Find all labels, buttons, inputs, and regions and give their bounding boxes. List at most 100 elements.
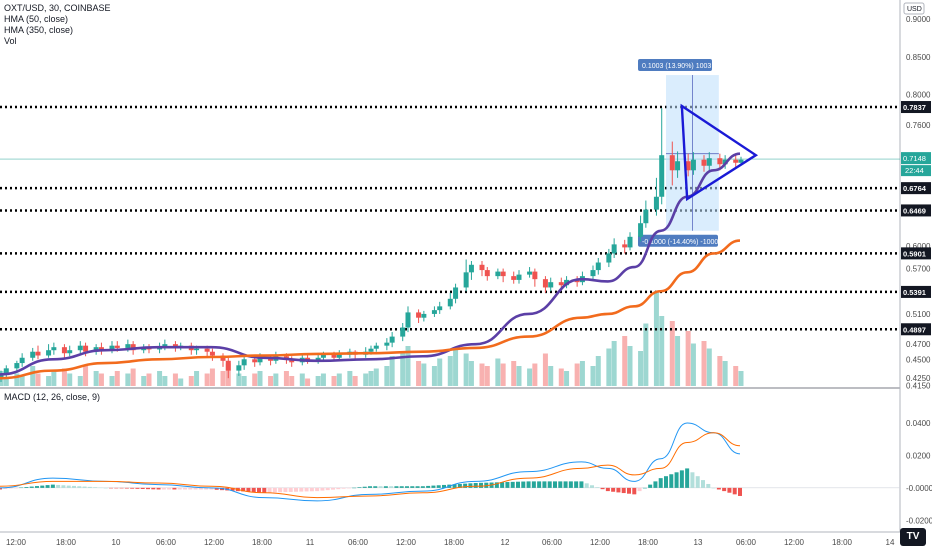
- candle-down: [701, 159, 707, 166]
- volume-bar: [320, 373, 326, 386]
- candle-down: [669, 155, 675, 171]
- macd-histogram-bar: [574, 481, 579, 488]
- macd-histogram-bar: [590, 485, 594, 488]
- volume-bar: [500, 363, 506, 386]
- macd-histogram-bar: [658, 478, 663, 488]
- volume-bar: [363, 373, 369, 386]
- volume-bar: [51, 371, 57, 386]
- volume-bar: [331, 376, 337, 386]
- measure-up-badge: [638, 59, 712, 72]
- macd-histogram-bar: [177, 487, 182, 490]
- macd-histogram-bar: [616, 487, 621, 493]
- time-tick-label: 10: [112, 538, 121, 547]
- macd-histogram-bar: [410, 486, 415, 488]
- macd-histogram-bar: [56, 484, 61, 488]
- candle-up: [595, 262, 601, 271]
- macd-histogram-bar: [325, 487, 330, 491]
- level-price-badge: [901, 204, 931, 217]
- macd-histogram-bar: [452, 484, 457, 488]
- candle-down: [130, 344, 136, 351]
- volume-bar: [347, 371, 353, 386]
- volume-bar: [579, 361, 585, 386]
- volume-bar: [595, 356, 601, 386]
- candle-down: [416, 312, 422, 318]
- macd-histogram-bar: [426, 485, 431, 488]
- volume-bar: [209, 368, 215, 386]
- volume-bar: [685, 331, 691, 386]
- volume-bar: [352, 376, 358, 386]
- volume-bar: [172, 373, 178, 386]
- macd-histogram-bar: [315, 487, 320, 492]
- macd-histogram-bar: [331, 487, 335, 490]
- macd-histogram-bar: [568, 481, 573, 488]
- volume-bar: [305, 378, 311, 386]
- candle-up: [93, 347, 99, 352]
- macd-histogram-bar: [553, 481, 557, 488]
- candle-up: [384, 342, 390, 346]
- macd-histogram-bar: [288, 487, 293, 492]
- macd-histogram-bar: [82, 486, 87, 488]
- volume-bar: [437, 358, 443, 386]
- indicator-hma350[interactable]: HMA (350, close): [4, 25, 74, 35]
- volume-bar: [109, 376, 115, 386]
- volume-bar: [3, 378, 9, 386]
- candle-up: [606, 253, 612, 263]
- candle-down: [209, 351, 215, 356]
- measure-down-badge: [638, 234, 718, 247]
- macd-histogram-bar: [600, 487, 605, 490]
- price-tick-label: 0.9000: [906, 15, 931, 24]
- volume-bar: [14, 373, 20, 386]
- volume-bar: [653, 291, 659, 386]
- price-tick-label: 0.8500: [906, 53, 931, 62]
- candle-up: [643, 209, 649, 224]
- macd-histogram-bar: [109, 487, 113, 489]
- countdown-label: 22:44: [905, 166, 924, 175]
- time-tick-label: 06:00: [156, 538, 177, 547]
- chart-legend: OXT/USD, 30, COINBASE HMA (50, close) HM…: [4, 3, 111, 47]
- volume-bar: [194, 371, 200, 386]
- macd-histogram-bar: [204, 487, 209, 490]
- candle-up: [389, 336, 395, 343]
- candle-up: [453, 287, 459, 299]
- candle-up: [320, 354, 326, 358]
- macd-histogram-bar: [267, 487, 272, 493]
- time-tick-label: 11: [306, 538, 315, 547]
- last-price-badge: [901, 152, 931, 165]
- candle-up: [495, 271, 501, 277]
- volume-bar: [61, 368, 67, 386]
- candle-up: [638, 223, 644, 237]
- macd-histogram-bar: [124, 487, 129, 489]
- indicator-volume[interactable]: Vol: [4, 36, 17, 46]
- candle-down: [500, 271, 506, 277]
- candle-down: [114, 345, 120, 348]
- volume-bar: [384, 366, 390, 386]
- last-price-label: 0.7148: [903, 154, 926, 163]
- indicator-hma50[interactable]: HMA (50, close): [4, 14, 69, 24]
- macd-layer: [0, 422, 900, 502]
- macd-histogram-bar: [436, 485, 441, 488]
- symbol-title[interactable]: OXT/USD, 30, COINBASE: [4, 3, 111, 13]
- macd-histogram-bar: [494, 482, 499, 488]
- candle-layer: [0, 108, 744, 382]
- volume-bar: [669, 321, 675, 386]
- candle-down: [252, 359, 258, 363]
- macd-histogram-bar: [716, 487, 721, 490]
- macd-histogram-bar: [373, 486, 378, 488]
- macd-histogram-bar: [283, 487, 288, 493]
- candle-up: [548, 282, 554, 288]
- candle-up: [0, 374, 4, 379]
- candle-up: [468, 264, 474, 273]
- candle-down: [225, 360, 231, 371]
- volume-bar: [627, 346, 633, 386]
- volume-bar: [252, 373, 258, 386]
- indicator-macd[interactable]: MACD (12, 26, close, 9): [4, 392, 101, 402]
- level-price-label: 0.5901: [903, 249, 926, 258]
- macd-histogram-bar: [0, 487, 2, 490]
- macd-histogram-bar: [251, 487, 256, 493]
- level-price-label: 0.5391: [903, 288, 926, 297]
- macd-histogram-bar: [632, 487, 637, 495]
- volume-bar: [484, 366, 490, 386]
- macd-histogram-bar: [272, 487, 277, 493]
